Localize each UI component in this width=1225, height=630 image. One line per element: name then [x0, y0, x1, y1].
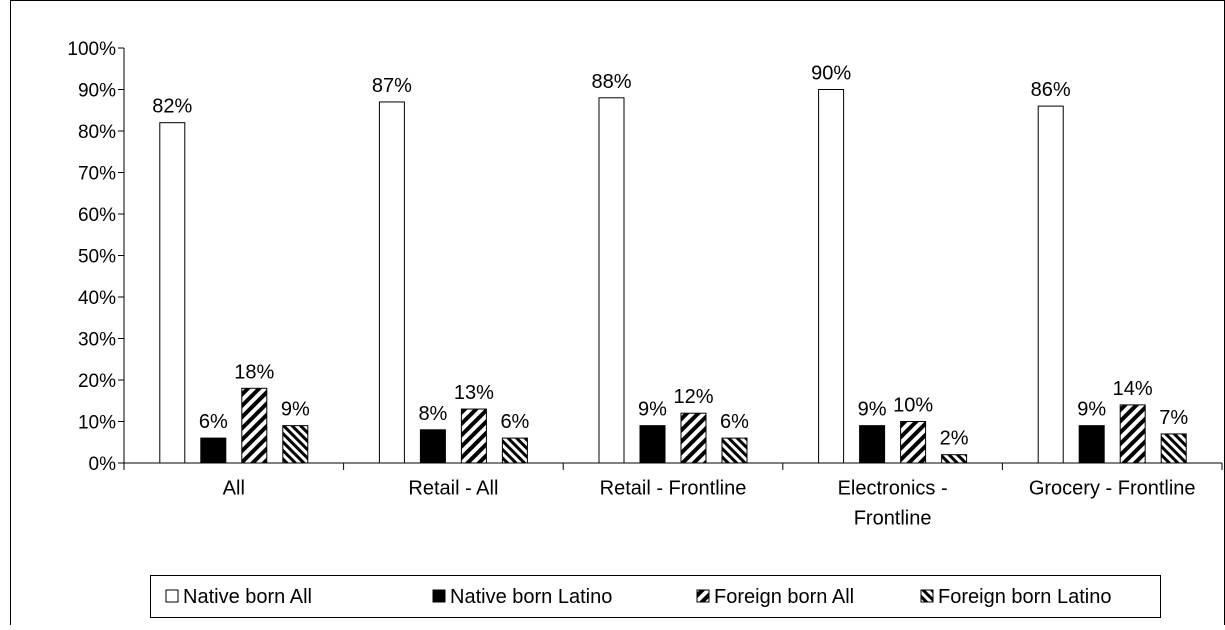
bar-value-label: 12%: [673, 386, 713, 408]
bar-value-label: 8%: [418, 403, 447, 425]
x-category-label: Frontline: [854, 508, 932, 530]
bar-value-label: 13%: [454, 382, 494, 404]
bar-value-label: 7%: [1159, 407, 1188, 429]
legend-label: Foreign born Latino: [938, 586, 1111, 608]
bar-native-born-all: [598, 97, 625, 464]
bar-foreign-born-latino: [501, 437, 528, 464]
bar-foreign-born-all: [460, 408, 487, 464]
y-tick-label: 30%: [78, 330, 116, 351]
bar-value-label: 9%: [858, 399, 887, 421]
x-category-label: Grocery - Frontline: [1029, 478, 1196, 500]
bar-value-label: 2%: [940, 428, 969, 450]
bar-foreign-born-latino: [282, 425, 309, 464]
y-tick-label: 50%: [78, 247, 116, 268]
bar-native-born-all: [818, 89, 845, 464]
bar-foreign-born-all: [900, 421, 927, 464]
data-labels: 82% 87% 88% 90% 86% 6% 8% 9% 9% 9% 18% 13% 12% 10% 14%…: [152, 63, 1188, 450]
bar-value-label: 6%: [500, 411, 529, 433]
bar-value-label: 18%: [234, 361, 274, 383]
bar-native-born-all: [378, 101, 405, 464]
bar-foreign-born-latino: [1160, 433, 1187, 464]
legend: Native born All Native born Latino Foreign…: [150, 575, 1161, 618]
legend-swatch: [432, 589, 446, 603]
bar-value-label: 82%: [152, 96, 192, 118]
legend-label: Native born All: [183, 586, 312, 608]
bar-value-label: 14%: [1113, 378, 1153, 400]
bar-value-label: 6%: [720, 411, 749, 433]
x-category-label: Electronics -: [838, 478, 948, 500]
bar-native-born-latino: [639, 425, 666, 464]
bar-value-label: 86%: [1031, 79, 1071, 101]
bar-foreign-born-all: [241, 387, 268, 464]
bar-native-born-latino: [1078, 425, 1105, 464]
legend-label: Native born Latino: [450, 586, 612, 608]
legend-swatch: [696, 589, 710, 603]
bar-value-label: 87%: [372, 75, 412, 97]
x-category-label: Retail - Frontline: [600, 478, 747, 500]
bar-native-born-all: [1037, 105, 1064, 464]
axes: 0% 10% 20% 30% 40% 50% 60% 70% 80% 90% 100% All Reta…: [67, 39, 1223, 530]
y-tick-label: 10%: [78, 413, 116, 434]
y-tick-label: 0%: [89, 454, 117, 475]
y-tick-label: 100%: [67, 39, 116, 60]
bar-value-label: 90%: [811, 63, 851, 85]
bars: [159, 89, 1187, 464]
bar-native-born-latino: [859, 425, 886, 464]
y-tick-label: 90%: [78, 81, 116, 102]
bar-native-born-latino: [200, 437, 227, 464]
y-tick-label: 40%: [78, 288, 116, 309]
bar-foreign-born-all: [680, 412, 707, 464]
legend-label: Foreign born All: [714, 586, 854, 608]
y-tick-label: 60%: [78, 205, 116, 226]
legend-swatch: [165, 589, 179, 603]
bar-native-born-all: [159, 122, 186, 464]
bar-value-label: 6%: [199, 411, 228, 433]
x-category-label: Retail - All: [408, 478, 498, 500]
x-category-label: All: [223, 478, 245, 500]
y-tick-label: 20%: [78, 371, 116, 392]
bar-foreign-born-latino: [941, 454, 968, 464]
bar-foreign-born-latino: [721, 437, 748, 464]
legend-box: [150, 575, 1161, 618]
bar-value-label: 9%: [281, 399, 310, 421]
y-tick-label: 70%: [78, 164, 116, 185]
bar-value-label: 9%: [638, 399, 667, 421]
bar-native-born-latino: [419, 429, 446, 464]
y-tick-label: 80%: [78, 122, 116, 143]
legend-swatch: [920, 589, 934, 603]
bar-value-label: 9%: [1077, 399, 1106, 421]
bar-foreign-born-all: [1119, 404, 1146, 464]
bar-value-label: 10%: [893, 395, 933, 417]
bar-value-label: 88%: [591, 71, 631, 93]
